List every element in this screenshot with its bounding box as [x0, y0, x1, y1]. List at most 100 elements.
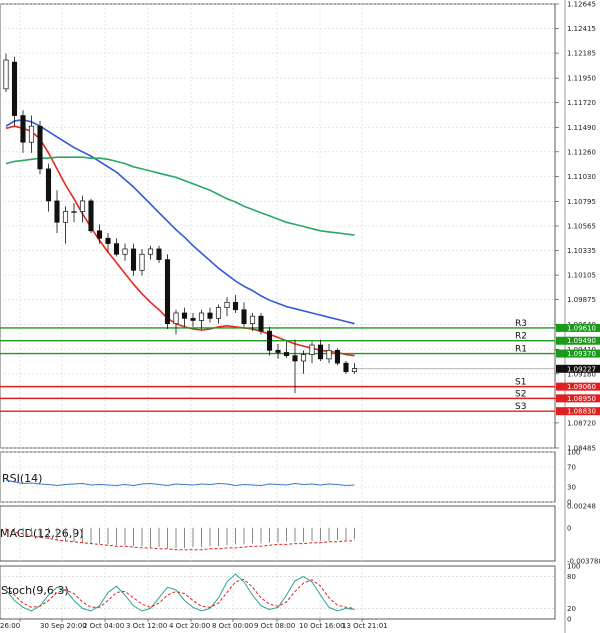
price-tick-label: 1.08720 — [567, 419, 596, 427]
price-tick-label: 1.11720 — [567, 99, 596, 107]
candle-body — [241, 309, 247, 325]
candle-body — [96, 230, 103, 239]
time-tick-label: 3 Oct 12:00 — [126, 622, 167, 630]
candle-body — [37, 125, 43, 170]
level-name-s2: S2 — [515, 389, 526, 399]
candle-body — [62, 211, 69, 223]
level-name-s1: S1 — [515, 378, 526, 388]
candle-body — [334, 349, 341, 364]
level-price-label: 1.09490 — [567, 337, 596, 345]
candle-body — [3, 59, 9, 90]
macd-tick-label: 0 — [567, 524, 571, 532]
price-tick-label: 1.11030 — [567, 173, 596, 181]
stoch-tick-label: 0 — [567, 616, 571, 624]
level-price-label: 1.08830 — [567, 408, 596, 416]
current-price-box — [556, 364, 600, 373]
rsi-tick-label: 30 — [567, 484, 576, 492]
candle-body — [249, 315, 256, 325]
price-tick-label: 1.10335 — [567, 247, 596, 255]
candle-body — [28, 125, 35, 143]
moving-average-line — [5, 118, 355, 325]
rsi-tick-label: 0 — [567, 499, 571, 507]
candle-body — [300, 354, 307, 362]
candle-body — [215, 307, 222, 319]
stoch-pane: Stoch(9,6,3) — [1, 573, 355, 612]
level-price-label: 1.09060 — [567, 383, 596, 391]
price-tick-label: 1.11950 — [567, 75, 596, 83]
moving-average-line — [5, 125, 355, 357]
level-price-label: 1.09610 — [567, 324, 596, 332]
time-tick-label: 26:00 — [0, 622, 20, 630]
price-tick-label: 1.11260 — [567, 148, 596, 156]
candle-body — [45, 168, 52, 202]
candle-body — [207, 312, 213, 319]
level-price-label: 1.08950 — [567, 395, 596, 403]
macd-pane: MACD(12,26,9) — [0, 527, 355, 551]
candle-body — [190, 317, 196, 321]
stoch-tick-label: 100 — [567, 563, 580, 571]
candle-body — [147, 248, 154, 255]
rsi-tick-label: 70 — [567, 464, 576, 472]
candle-body — [79, 200, 86, 212]
time-tick-label: 9 Oct 08:00 — [254, 622, 295, 630]
time-tick-label: 13 Oct 21:01 — [342, 622, 388, 630]
candle-body — [54, 200, 60, 223]
level-price-label: 1.09370 — [567, 350, 596, 358]
macd-label: MACD(12,26,9) — [0, 527, 84, 540]
price-tick-label: 1.12185 — [567, 50, 596, 58]
rsi-line — [5, 479, 355, 487]
macd-tick-label: -0.003788 — [567, 558, 600, 566]
price-tick-label: 1.10795 — [567, 198, 596, 206]
stoch-tick-label: 20 — [567, 605, 576, 613]
macd-frame — [0, 505, 556, 562]
stoch-frame — [0, 565, 556, 620]
macd-tick-label: 0.00248 — [567, 503, 596, 511]
stoch-tick-label: 80 — [567, 573, 576, 581]
candle-body — [326, 349, 332, 360]
level-price-box — [556, 323, 600, 332]
time-tick-label: 10 Oct 16:00 — [299, 622, 345, 630]
level-price-box — [556, 382, 600, 391]
price-tick-label: 1.10105 — [567, 272, 596, 280]
candle-body — [232, 301, 239, 311]
candle-body — [139, 253, 145, 271]
level-price-box — [556, 394, 600, 403]
candle-body — [224, 301, 230, 308]
candle-body — [266, 330, 273, 351]
price-tick-label: 1.08485 — [567, 445, 596, 453]
candle-body — [88, 200, 94, 232]
candle-body — [258, 315, 264, 332]
stoch-d-line — [5, 578, 355, 609]
price-tick-label: 1.12415 — [567, 25, 596, 33]
candle-body — [275, 349, 281, 353]
macd-signal-line — [5, 529, 355, 551]
rsi-tick-label: 100 — [567, 449, 580, 457]
time-tick-label: 2 Oct 04:00 — [83, 622, 124, 630]
candle-body — [122, 248, 128, 255]
price-tick-label: 1.09180 — [567, 370, 596, 378]
candle-body — [105, 237, 111, 244]
time-tick-label: 8 Oct 00:00 — [212, 622, 253, 630]
rsi-pane: RSI(14) — [2, 472, 355, 487]
candle-body — [181, 312, 188, 319]
candle-body — [113, 243, 120, 255]
candle-body — [317, 344, 324, 360]
time-tick-label: 30 Sep 20:00 — [40, 622, 87, 630]
moving-average-line — [5, 156, 355, 236]
candle-body — [156, 248, 162, 260]
candle-body — [292, 355, 298, 362]
candle-body — [11, 61, 18, 116]
price-tick-label: 1.11490 — [567, 124, 596, 132]
stoch-k-line — [5, 573, 355, 612]
candle-body — [173, 312, 179, 325]
time-tick-label: 4 Oct 20:00 — [169, 622, 210, 630]
candle-body — [164, 259, 171, 325]
price-tick-label: 1.09875 — [567, 296, 596, 304]
candle-body — [130, 248, 137, 271]
price-tick-label: 1.10565 — [567, 223, 596, 231]
current-price-label: 1.09227 — [567, 365, 596, 373]
